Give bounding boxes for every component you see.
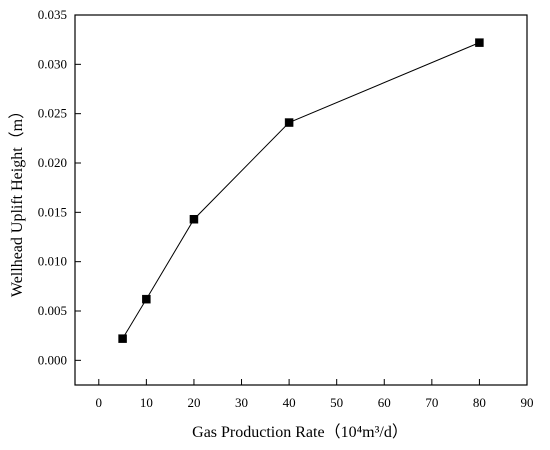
y-tick-label: 0.020 — [38, 155, 67, 170]
x-tick-label: 0 — [96, 395, 103, 410]
data-point-marker — [142, 294, 151, 304]
x-tick-label: 30 — [235, 395, 248, 410]
series-line — [122, 42, 480, 339]
x-tick-label: 10 — [140, 395, 153, 410]
x-tick-label: 60 — [378, 395, 391, 410]
x-tick-label: 90 — [521, 395, 534, 410]
x-tick-label: 80 — [473, 395, 486, 410]
y-tick-label: 0.015 — [38, 204, 67, 219]
y-tick-label: 0.030 — [38, 56, 67, 71]
x-tick-label: 70 — [425, 395, 438, 410]
data-point-marker — [475, 38, 484, 47]
x-tick-label: 40 — [283, 395, 296, 410]
data-point-marker — [118, 334, 127, 343]
x-axis-title: Gas Production Rate（10⁴m³/d） — [192, 423, 408, 441]
y-tick-label: 0.010 — [38, 254, 67, 269]
y-tick-label: 0.025 — [38, 106, 67, 121]
y-axis-title: Wellhead Uplift Height（m） — [8, 103, 26, 297]
data-point-marker — [284, 118, 294, 127]
x-axis-ticks: 0 10 20 30 40 50 60 70 80 90 — [96, 379, 534, 410]
y-tick-label: 0.000 — [38, 352, 67, 367]
y-tick-label: 0.035 — [38, 7, 67, 22]
data-series-layer — [118, 38, 484, 343]
plot-frame — [74, 14, 528, 386]
x-tick-label: 20 — [187, 395, 200, 410]
y-axis-ticks: 0.000 0.005 0.010 0.015 0.020 0.025 0.030 0.035 — [38, 7, 81, 367]
y-tick-label: 0.005 — [38, 303, 67, 318]
x-tick-label: 50 — [330, 395, 343, 410]
data-point-marker — [189, 214, 199, 224]
